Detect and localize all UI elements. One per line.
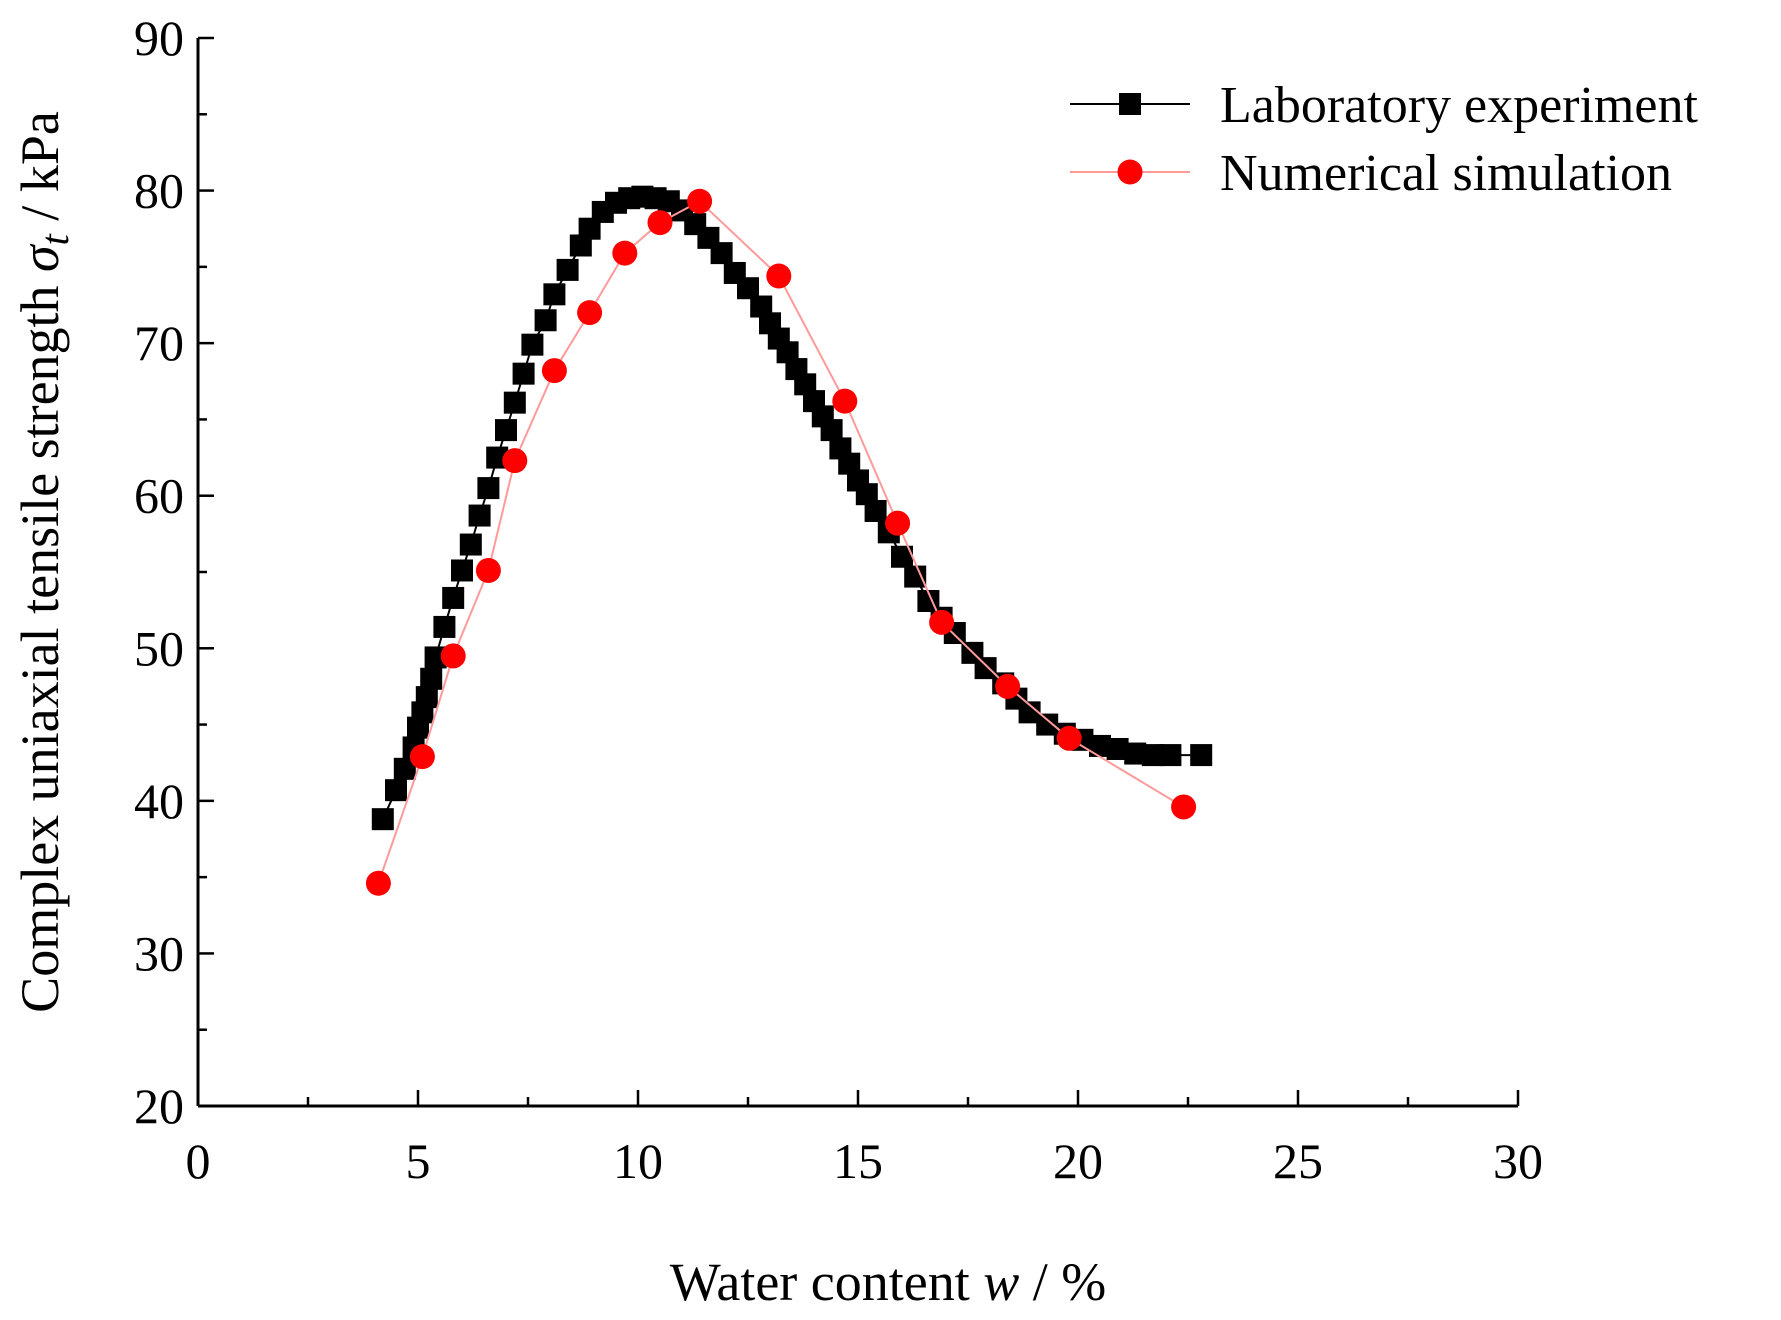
data-point-square — [543, 283, 566, 306]
data-point-square — [750, 295, 773, 318]
data-point-square — [864, 499, 887, 522]
data-point-square — [459, 533, 482, 556]
data-point-square — [393, 757, 416, 780]
data-point-square — [451, 559, 473, 582]
x-ticks: 0 5 10 15 20 25 30 — [186, 1090, 1543, 1189]
legend-marker-square — [1119, 93, 1141, 115]
data-point-square — [974, 657, 997, 680]
data-point-circle — [1056, 725, 1082, 751]
data-point-circle — [687, 188, 713, 214]
y-tick-label: 30 — [134, 925, 184, 981]
y-tick-label: 80 — [134, 163, 184, 219]
data-point-square — [1141, 744, 1164, 767]
x-axis-title: Water content w / % — [670, 1252, 1107, 1312]
x-tick-label: 20 — [1053, 1133, 1103, 1189]
x-tick-label: 5 — [406, 1133, 431, 1189]
data-point-square — [1018, 701, 1041, 724]
data-point-square — [495, 419, 517, 442]
data-point-square — [433, 615, 456, 638]
data-point-square — [468, 504, 491, 527]
data-point-circle — [929, 609, 955, 635]
data-point-circle — [365, 870, 391, 896]
data-point-square — [442, 586, 465, 609]
data-point-square — [891, 545, 913, 568]
series-layer — [365, 185, 1213, 896]
x-tick-label: 25 — [1273, 1133, 1323, 1189]
x-axis-title-symbol: w — [983, 1252, 1019, 1312]
y-axis-title-symbol: σ — [10, 243, 70, 272]
y-axis-title-prefix: Complex uniaxial tensile strength — [10, 272, 70, 1013]
data-point-square — [512, 362, 535, 385]
data-point-circle — [475, 557, 501, 583]
data-point-circle — [502, 448, 528, 474]
x-axis-title-suffix: / % — [1019, 1252, 1106, 1312]
data-point-square — [1124, 742, 1147, 765]
data-point-square — [578, 217, 601, 240]
y-tick-label: 50 — [134, 620, 184, 676]
data-point-square — [371, 808, 394, 831]
data-point-circle — [995, 673, 1021, 699]
y-tick-label: 70 — [134, 315, 184, 371]
data-point-square — [1089, 734, 1111, 757]
y-axis-title: Complex uniaxial tensile strength σt / k… — [10, 111, 77, 1013]
legend: Laboratory experiment Numerical simulati… — [1070, 77, 1698, 202]
y-axis-title-subscript: t — [32, 233, 77, 245]
legend-marker-circle — [1117, 159, 1143, 185]
x-tick-label: 30 — [1493, 1133, 1543, 1189]
series-numerical-simulation — [365, 188, 1197, 896]
y-tick-label: 60 — [134, 468, 184, 524]
data-point-square — [521, 333, 544, 356]
data-point-square — [737, 277, 759, 300]
data-point-square — [794, 373, 817, 396]
data-point-circle — [541, 358, 567, 384]
y-tick-label: 40 — [134, 773, 184, 829]
data-point-square — [838, 452, 861, 475]
data-point-circle — [766, 263, 792, 289]
data-point-square — [1190, 744, 1213, 767]
data-point-square — [415, 686, 438, 709]
data-point-square — [420, 667, 443, 690]
data-point-square — [820, 419, 843, 442]
x-tick-label: 10 — [613, 1133, 663, 1189]
data-point-square — [503, 391, 526, 414]
data-point-square — [424, 646, 447, 669]
data-point-circle — [612, 240, 638, 266]
data-point-square — [1106, 737, 1129, 760]
x-tick-label: 0 — [186, 1133, 211, 1189]
data-point-circle — [1171, 794, 1197, 820]
data-point-square — [710, 242, 733, 265]
y-ticks: 20 30 40 50 60 70 80 90 — [134, 10, 214, 1134]
data-point-square — [904, 565, 927, 588]
data-point-square — [534, 309, 557, 332]
data-point-circle — [577, 300, 603, 326]
data-point-square — [1159, 744, 1182, 767]
y-axis-title-suffix: / kPa — [10, 111, 70, 234]
data-point-circle — [832, 388, 858, 414]
data-point-square — [556, 258, 579, 281]
data-point-square — [776, 341, 799, 364]
legend-label-numerical: Numerical simulation — [1220, 145, 1672, 202]
data-point-circle — [440, 643, 466, 669]
data-point-square — [1036, 713, 1059, 736]
data-point-square — [569, 234, 592, 257]
data-point-square — [477, 477, 500, 500]
data-point-circle — [409, 744, 435, 770]
data-point-circle — [647, 210, 673, 236]
y-tick-label: 20 — [134, 1078, 184, 1134]
legend-label-laboratory: Laboratory experiment — [1220, 77, 1698, 134]
data-point-square — [385, 779, 407, 802]
data-point-circle — [885, 510, 911, 536]
x-axis-title-prefix: Water content — [670, 1252, 984, 1312]
y-tick-label: 90 — [134, 10, 184, 66]
data-point-square — [855, 483, 878, 506]
x-tick-label: 15 — [833, 1133, 883, 1189]
